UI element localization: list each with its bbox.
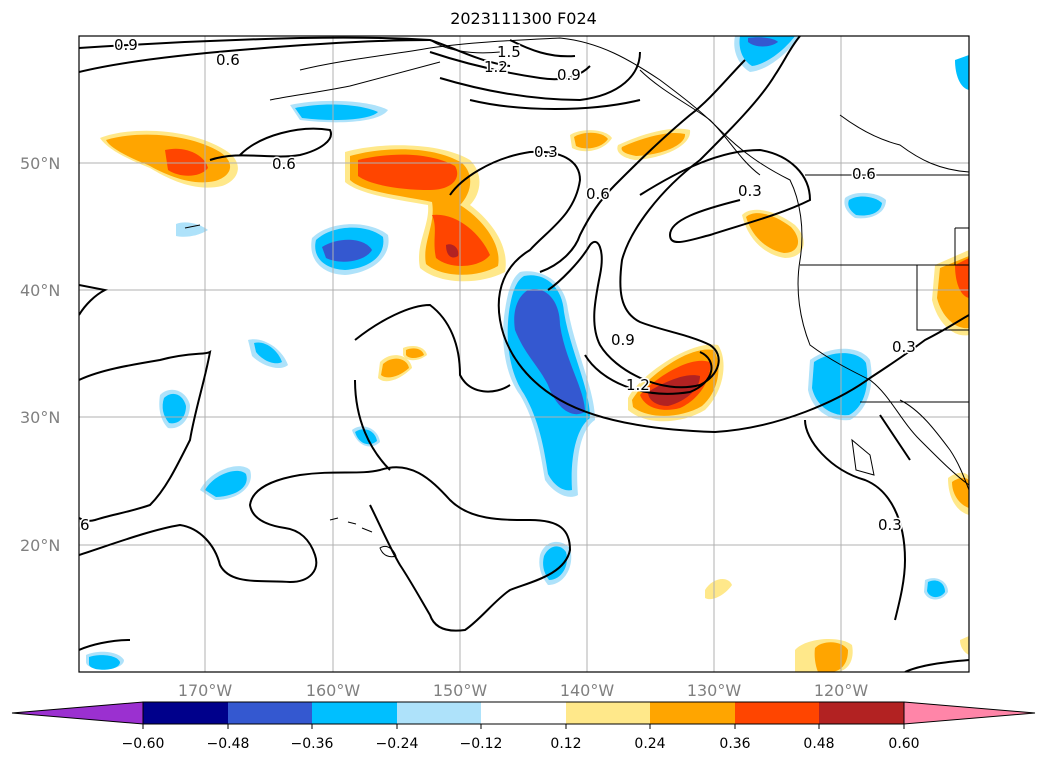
contour-label: 0.9	[611, 331, 635, 349]
positive-region	[432, 214, 490, 266]
positive-region	[746, 213, 799, 253]
lat-label: 50°N	[20, 154, 60, 173]
contour-label: 0.6	[586, 185, 610, 203]
contour-label: 0.3	[878, 516, 902, 534]
negative-region	[748, 37, 778, 47]
positive-region	[955, 258, 969, 298]
longitude-labels: 170°W 160°W 150°W 140°W 130°W 120°W	[178, 681, 869, 700]
negative-region	[322, 239, 372, 262]
negative-region	[162, 393, 186, 424]
colorbar-extend-high	[903, 701, 1036, 725]
colorbar-tick-label: −0.36	[291, 736, 334, 752]
positive-region	[621, 132, 686, 156]
colorbar-segment	[397, 702, 481, 724]
colorbar-tick-label: −0.60	[122, 736, 165, 752]
contour-lines	[79, 36, 969, 672]
negative-region	[848, 196, 882, 216]
negative-region	[295, 104, 378, 120]
positive-region	[381, 358, 409, 378]
lat-label: 30°N	[20, 408, 60, 427]
colorbar-segment	[481, 702, 566, 724]
contour-label: 0.3	[892, 338, 916, 356]
contour-label: 1.5	[497, 43, 521, 61]
negative-region	[514, 289, 585, 415]
colorbar-tick-label: 0.12	[550, 736, 581, 752]
positive-region	[705, 578, 732, 600]
colorbar-tick-label: 0.24	[634, 736, 665, 752]
latitude-labels: 50°N 40°N 30°N 20°N	[20, 154, 60, 555]
lon-label: 120°W	[814, 681, 869, 700]
contour-label: 1.2	[626, 376, 650, 394]
lat-label: 40°N	[20, 281, 60, 300]
negative-region	[812, 353, 868, 416]
negative-region	[254, 342, 282, 364]
positive-region	[446, 244, 459, 258]
shaded-field	[86, 36, 969, 672]
contour-label: 0.3	[738, 182, 762, 200]
map-frame	[78, 35, 970, 673]
lat-label: 20°N	[20, 536, 60, 555]
colorbar-segment	[143, 702, 228, 724]
colorbar-tick-label: −0.48	[207, 736, 250, 752]
colorbar-segment	[312, 702, 397, 724]
colorbar-segment	[228, 702, 312, 724]
lon-label: 160°W	[306, 681, 361, 700]
colorbar-tick-label: 0.60	[888, 736, 919, 752]
colorbar-outline	[142, 701, 905, 725]
lon-label: 150°W	[433, 681, 488, 700]
positive-region	[406, 348, 424, 358]
lon-label: 130°W	[687, 681, 742, 700]
negative-region	[205, 470, 247, 497]
contour-label: 6	[80, 516, 90, 534]
colorbar-tick-labels: −0.60 −0.48 −0.36 −0.24 −0.12 0.12 0.24 …	[122, 736, 920, 752]
colorbar-tick-label: −0.12	[460, 736, 503, 752]
positive-region	[952, 477, 969, 508]
contour-label: 0.6	[272, 155, 296, 173]
colorbar-segment	[735, 702, 819, 724]
colorbar: −0.60 −0.48 −0.36 −0.24 −0.12 0.12 0.24 …	[11, 701, 1036, 752]
colorbar-extend-low	[11, 701, 144, 725]
positive-region	[648, 375, 700, 406]
negative-region	[89, 655, 120, 670]
contour-label: 1.2	[484, 58, 508, 76]
positive-region	[165, 148, 208, 176]
positive-region	[574, 132, 608, 149]
colorbar-tick-label: −0.24	[376, 736, 419, 752]
positive-region	[960, 636, 969, 655]
contour-label: 0.6	[852, 165, 876, 183]
negative-region	[176, 222, 208, 237]
map-title: 2023111300 F024	[450, 9, 597, 28]
contour-label: 0.9	[114, 36, 138, 54]
contour-label: 0.6	[216, 51, 240, 69]
negative-region	[927, 580, 945, 598]
contour-label: 0.9	[557, 66, 581, 84]
colorbar-tick-label: 0.48	[803, 736, 834, 752]
lon-label: 170°W	[178, 681, 233, 700]
lon-label: 140°W	[560, 681, 615, 700]
negative-region	[955, 55, 969, 90]
colorbar-segment	[650, 702, 735, 724]
positive-region	[814, 642, 848, 672]
colorbar-tick-label: 0.36	[719, 736, 750, 752]
negative-region	[543, 546, 567, 580]
contour-label: 0.3	[534, 143, 558, 161]
colorbar-segment	[819, 702, 904, 724]
colorbar-segment	[566, 702, 650, 724]
contour-labels: 0.9 1.5 1.2 0.9 0.6 0.6 0.3 0.6 0.3 0.6 …	[79, 35, 918, 536]
colorbar-ticks	[142, 724, 905, 729]
